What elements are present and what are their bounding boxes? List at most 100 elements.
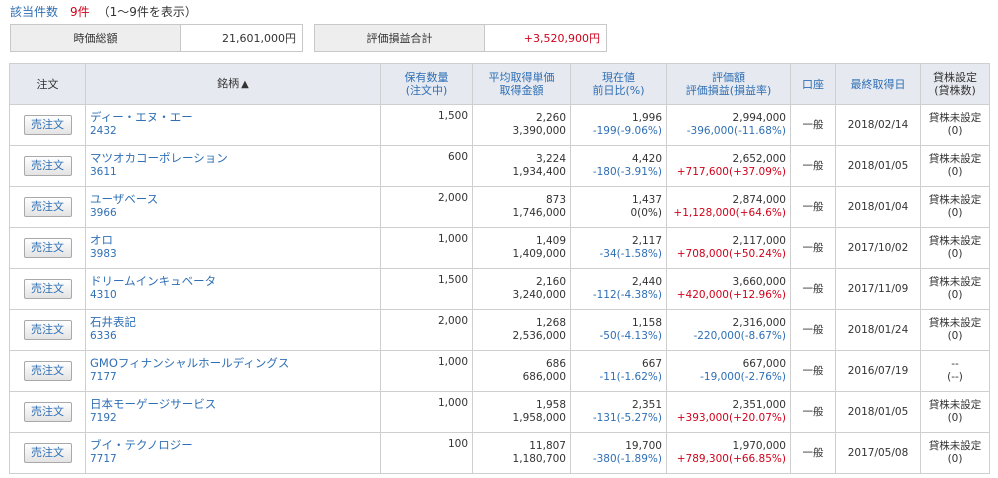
table-row: 売注文 ドリームインキュベータ 4310 1,500 2,160 3,240,000 2,4… <box>9 268 990 310</box>
avg-price: 873 <box>545 194 566 206</box>
col-eval[interactable]: 評価額 評価損益(損益率) <box>666 63 791 105</box>
stock-name-link[interactable]: GMOフィナンシャルホールディングス <box>90 356 290 370</box>
price-cell: 2,440 -112(-4.38%) <box>570 268 667 310</box>
lending-status: 貸株未設定 <box>928 112 982 124</box>
qty-cell: 2,000 <box>380 309 473 351</box>
last-acquired-date: 2018/01/05 <box>847 159 909 172</box>
cost-amount: 2,536,000 <box>512 330 566 342</box>
account-type: 一般 <box>802 364 824 377</box>
last-acquired-date: 2017/05/08 <box>847 446 909 459</box>
col-lending: 貸株設定 (貸株数) <box>920 63 990 105</box>
date-cell: 2018/01/05 <box>835 145 921 187</box>
sell-order-button[interactable]: 売注文 <box>23 197 72 217</box>
avg-cost-cell: 873 1,746,000 <box>472 186 571 228</box>
sell-order-button[interactable]: 売注文 <box>23 361 72 381</box>
eval-value: 3,660,000 <box>732 276 786 288</box>
col-avg-price[interactable]: 平均取得単価 取得金額 <box>472 63 571 105</box>
stock-cell: ディー・エヌ・エー 2432 <box>85 104 381 146</box>
current-price: 667 <box>641 358 662 370</box>
lending-cell: 貸株未設定 (0) <box>920 104 990 146</box>
col-qty[interactable]: 保有数量 (注文中) <box>380 63 473 105</box>
stock-cell: オロ 3983 <box>85 227 381 269</box>
lending-cell: 貸株未設定 (0) <box>920 186 990 228</box>
stock-name-link[interactable]: ドリームインキュベータ <box>90 274 217 288</box>
stock-name-link[interactable]: ユーザベース <box>90 192 159 206</box>
order-cell: 売注文 <box>9 309 86 351</box>
eval-cell: 667,000 -19,000(-2.76%) <box>666 350 791 392</box>
lending-cell: 貸株未設定 (0) <box>920 391 990 433</box>
current-price: 4,420 <box>631 153 662 165</box>
lending-cell: 貸株未設定 (0) <box>920 227 990 269</box>
eval-cell: 3,660,000 +420,000(+12.96%) <box>666 268 791 310</box>
qty-value: 1,500 <box>437 274 468 286</box>
account-type: 一般 <box>802 323 824 336</box>
order-cell: 売注文 <box>9 186 86 228</box>
lending-qty: (0) <box>947 248 963 260</box>
last-acquired-date: 2018/01/04 <box>847 200 909 213</box>
total-pl-label: 評価損益合計 <box>315 25 485 51</box>
col-price[interactable]: 現在値 前日比(%) <box>570 63 667 105</box>
stock-name-link[interactable]: オロ <box>90 233 113 247</box>
result-count-label: 該当件数 <box>10 5 59 19</box>
stock-name-link[interactable]: ブイ・テクノロジー <box>90 438 193 452</box>
account-cell: 一般 <box>790 104 836 146</box>
eval-pl: +789,300(+66.85%) <box>676 453 786 465</box>
cost-amount: 1,934,400 <box>512 166 566 178</box>
col-order: 注文 <box>9 63 86 105</box>
total-pl-summary: 評価損益合計 +3,520,900円 <box>314 24 607 52</box>
qty-cell: 1,500 <box>380 104 473 146</box>
lending-status: 貸株未設定 <box>928 235 982 247</box>
price-change: 0(0%) <box>630 207 662 219</box>
price-cell: 1,158 -50(-4.13%) <box>570 309 667 351</box>
price-cell: 2,351 -131(-5.27%) <box>570 391 667 433</box>
sell-order-button[interactable]: 売注文 <box>23 115 72 135</box>
sell-order-button[interactable]: 売注文 <box>23 402 72 422</box>
sell-order-button[interactable]: 売注文 <box>23 238 72 258</box>
lending-cell: 貸株未設定 (0) <box>920 309 990 351</box>
col-name-label[interactable]: 銘柄 <box>217 77 240 90</box>
stock-name-link[interactable]: マツオカコーポレーション <box>90 151 228 165</box>
current-price: 1,996 <box>631 112 662 124</box>
sort-asc-icon[interactable]: ▲ <box>241 79 249 90</box>
stock-name-link[interactable]: ディー・エヌ・エー <box>90 110 193 124</box>
qty-value: 100 <box>447 438 468 450</box>
col-name[interactable]: 銘柄 ▲ <box>85 63 381 105</box>
order-cell: 売注文 <box>9 391 86 433</box>
account-type: 一般 <box>802 159 824 172</box>
price-change: -131(-5.27%) <box>592 412 662 424</box>
sell-order-button[interactable]: 売注文 <box>23 156 72 176</box>
table-row: 売注文 オロ 3983 1,000 1,409 1,409,000 2,117 -34(-1.… <box>9 227 990 269</box>
qty-cell: 1,000 <box>380 350 473 392</box>
eval-pl: +393,000(+20.07%) <box>676 412 786 424</box>
eval-value: 1,970,000 <box>732 440 786 452</box>
price-change: -380(-1.89%) <box>592 453 662 465</box>
avg-price: 2,260 <box>535 112 566 124</box>
lending-status: 貸株未設定 <box>928 440 982 452</box>
result-count-value: 9件 <box>70 5 90 19</box>
current-price: 19,700 <box>625 440 662 452</box>
eval-cell: 2,994,000 -396,000(-11.68%) <box>666 104 791 146</box>
stock-code: 7177 <box>90 371 117 383</box>
price-change: -112(-4.38%) <box>592 289 662 301</box>
sell-order-button[interactable]: 売注文 <box>23 320 72 340</box>
lending-qty: (0) <box>947 453 963 465</box>
col-account[interactable]: 口座 <box>790 63 836 105</box>
stock-name-link[interactable]: 石井表記 <box>90 315 136 329</box>
sell-order-button[interactable]: 売注文 <box>23 443 72 463</box>
lending-qty: (0) <box>947 289 963 301</box>
stock-name-link[interactable]: 日本モーゲージサービス <box>90 397 217 411</box>
qty-value: 2,000 <box>437 192 468 204</box>
account-cell: 一般 <box>790 268 836 310</box>
lending-cell: 貸株未設定 (0) <box>920 145 990 187</box>
qty-value: 1,000 <box>437 397 468 409</box>
price-cell: 1,996 -199(-9.06%) <box>570 104 667 146</box>
market-value-label: 時価総額 <box>11 25 181 51</box>
eval-cell: 2,316,000 -220,000(-8.67%) <box>666 309 791 351</box>
lending-qty: (0) <box>947 125 963 137</box>
eval-value: 2,351,000 <box>732 399 786 411</box>
col-last-date[interactable]: 最終取得日 <box>835 63 921 105</box>
result-range: （1～9件を表示） <box>97 5 197 19</box>
lending-cell: -- (--) <box>920 350 990 392</box>
sell-order-button[interactable]: 売注文 <box>23 279 72 299</box>
table-row: 売注文 ブイ・テクノロジー 7717 100 11,807 1,180,700 19,700… <box>9 432 990 474</box>
